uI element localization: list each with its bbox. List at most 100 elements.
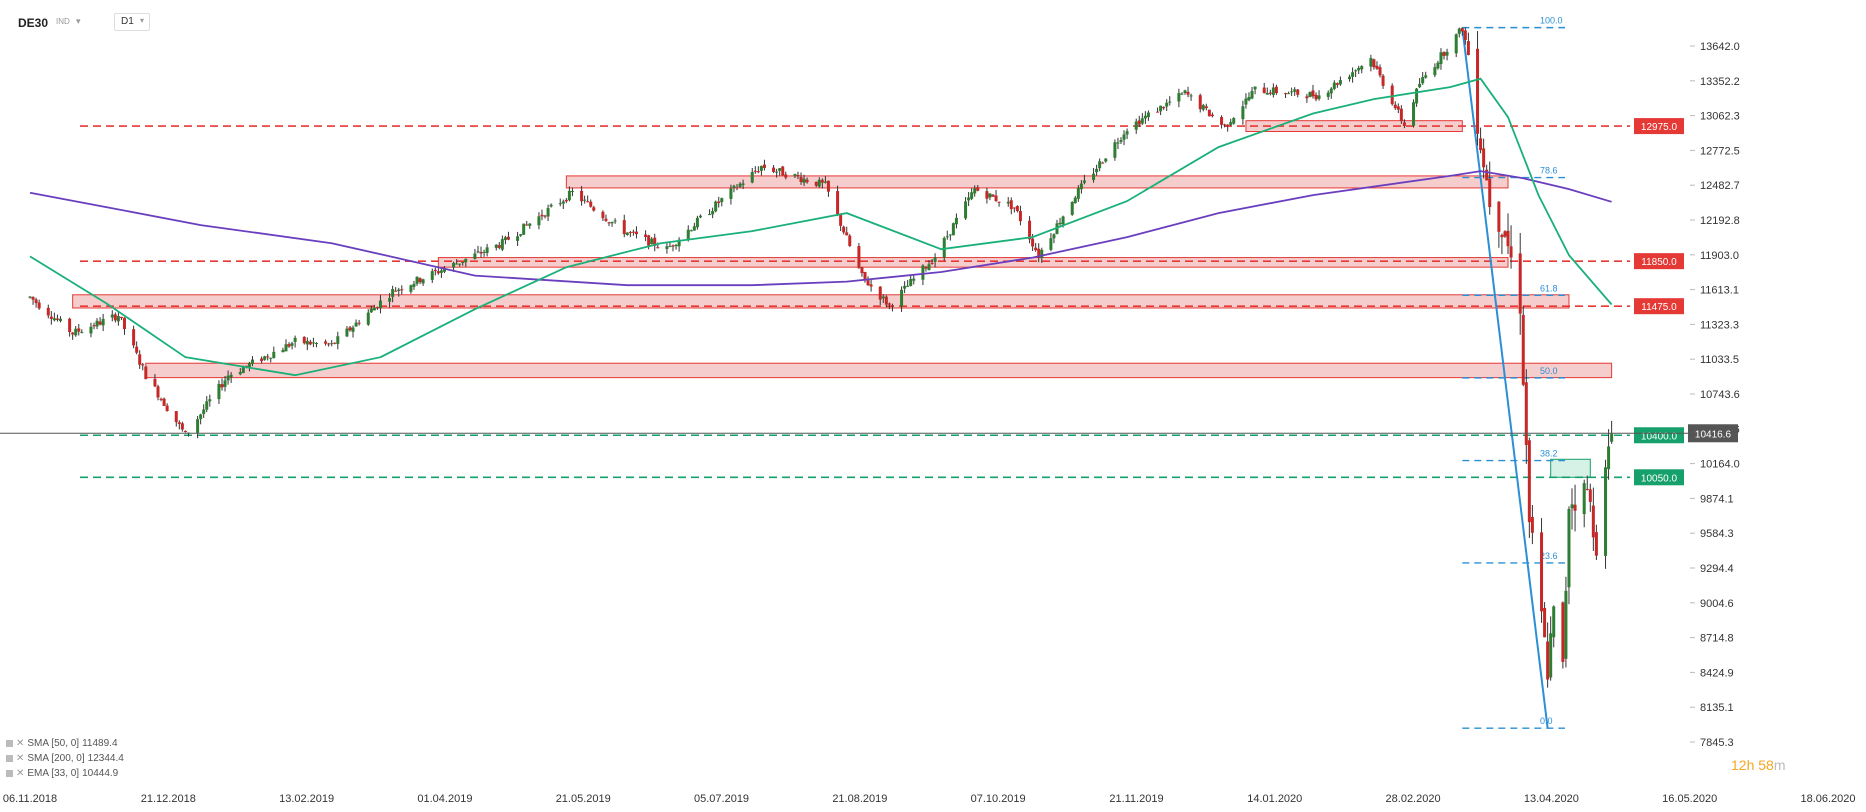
candle-body [567,190,571,201]
candle-body [522,223,526,235]
candle-body [1305,96,1309,99]
symbol-label[interactable]: DE30 [18,16,49,30]
candle-body [180,423,184,430]
candle-body [1104,158,1108,162]
y-tick-label: 9004.6 [1700,598,1734,610]
remove-indicator-icon[interactable]: ✕ [16,738,25,749]
legend-item-ema33[interactable]: ✕ EMA [33, 0] 10444.9 [6,766,124,781]
y-tick-label: 11033.5 [1700,354,1739,366]
candle-body [762,164,766,169]
legend-item-sma50[interactable]: ✕ SMA [50, 0] 11489.4 [6,736,124,751]
candle-body [1079,183,1083,190]
price-level-label: 11475.0 [1641,302,1677,313]
candle-body [1393,104,1397,109]
candle-body [1506,230,1510,247]
indicator-settings-icon[interactable] [6,770,13,777]
remove-indicator-icon[interactable]: ✕ [16,753,25,764]
candle-body [1479,138,1483,151]
candle-body [1433,67,1437,76]
candle-body [132,329,136,346]
candle-body [1463,30,1467,41]
remove-indicator-icon[interactable]: ✕ [16,768,25,779]
x-tick-label: 07.10.2019 [971,793,1026,805]
candle-body [506,236,510,240]
candle-body [644,234,648,238]
candle-body [1207,109,1211,117]
candle-body [452,262,456,268]
candle-body [784,174,788,178]
y-tick-label: 8424.9 [1700,667,1734,679]
candle-body [750,172,754,183]
candle-body [997,201,1001,203]
x-tick-label: 13.02.2019 [279,793,334,805]
candle-body [1073,197,1077,204]
candle-body [1253,86,1257,90]
candle-body [1390,85,1394,105]
candle-body [482,251,486,253]
candle-body [1594,532,1598,556]
candle-body [1122,134,1126,140]
candle-body [689,230,693,232]
candle-body [46,307,50,316]
candle-body [1351,72,1355,77]
candle-body [857,246,861,268]
candle-body [1198,95,1202,110]
candle-body [650,238,654,244]
candle-body [464,258,468,263]
candle-body [656,247,660,249]
candle-body [1070,201,1074,215]
candle-body [394,290,398,292]
candle-body [970,192,974,199]
candle-body [98,321,102,325]
candle-body [1540,532,1544,612]
candle-body [814,181,818,186]
candle-body [1466,41,1470,55]
candle-body [1372,59,1376,68]
candle-body [1296,89,1300,95]
candle-body [580,190,584,202]
candle-body [1335,83,1339,85]
indicator-settings-icon[interactable] [6,740,13,747]
candle-body [948,234,952,236]
candle-body [357,322,361,324]
candle-body [951,223,955,236]
current-price-tag [1688,424,1738,443]
candle-body [165,405,169,412]
candle-body [1424,75,1428,78]
candle-body [1220,117,1224,125]
candle-body [1265,92,1269,95]
candle-body [817,179,821,187]
candle-body [409,285,413,292]
candle-body [1012,207,1016,209]
candle-body [58,318,62,322]
candle-body [345,328,349,337]
candle-body [1582,483,1586,515]
candle-body [836,191,840,215]
candle-body [1607,446,1611,470]
candle-body [1061,216,1065,225]
candle-body [1156,111,1160,113]
candle-body [80,331,84,333]
candle-body [1284,93,1288,95]
symbol-dropdown-chevron-icon[interactable]: ▾ [76,16,81,26]
timeframe-select[interactable]: D1 ▾ [114,13,150,31]
candle-body [439,270,443,273]
y-tick-label: 8135.1 [1700,702,1734,714]
candle-body [74,328,78,336]
candle-body [183,430,187,433]
candle-body [263,356,267,360]
candle-body [400,289,404,291]
legend-item-sma200[interactable]: ✕ SMA [200, 0] 12344.4 [6,751,124,766]
candle-body [741,183,745,185]
y-tick-label: 13062.3 [1700,111,1740,123]
candle-body [714,201,718,212]
candle-body [202,409,206,414]
indicator-settings-icon[interactable] [6,755,13,762]
candle-body [250,359,254,364]
candle-body [519,234,523,236]
candle-body [1031,238,1035,247]
candle-body [1308,92,1312,98]
candle-body [1412,102,1416,126]
fib-trend-line [1461,27,1549,729]
